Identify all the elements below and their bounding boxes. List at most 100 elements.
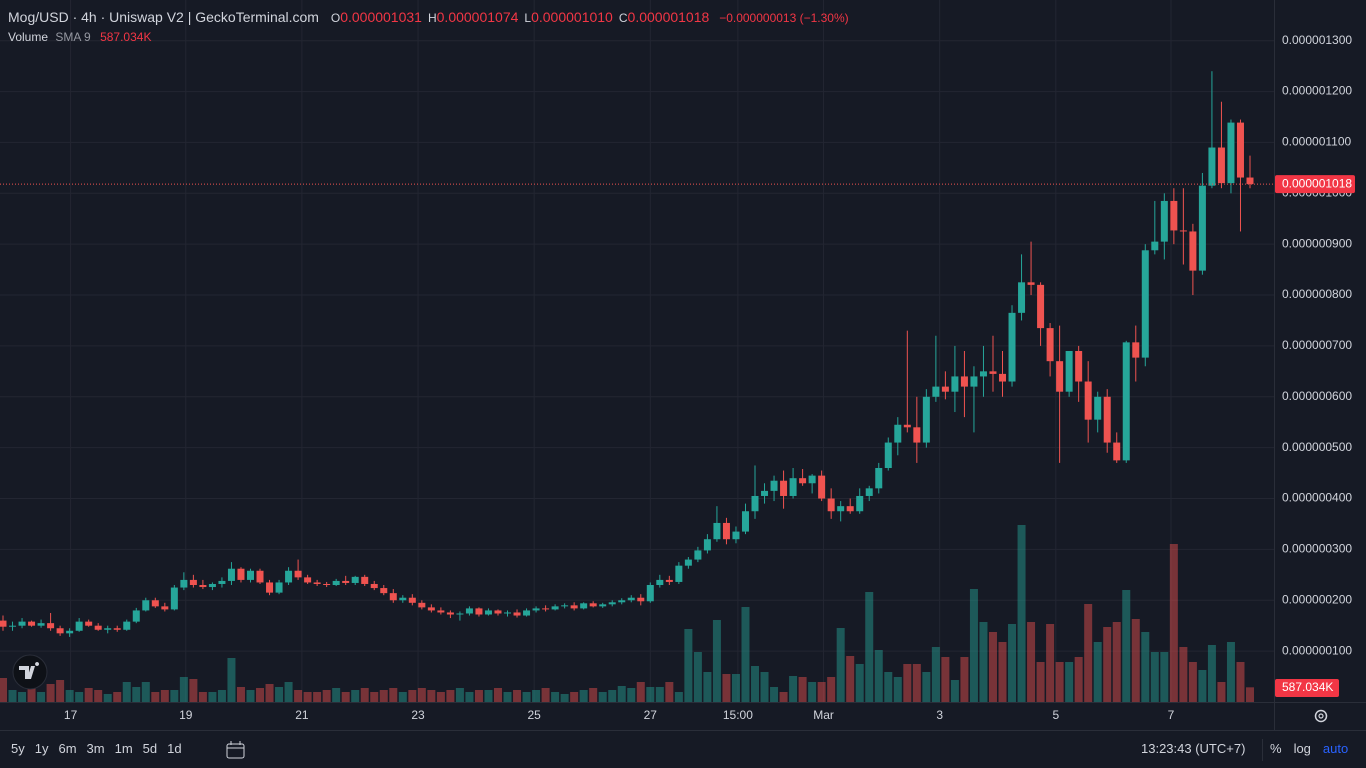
candle-body [979, 371, 987, 377]
volume-bar [94, 690, 103, 702]
volume-bar [979, 622, 988, 702]
candle-body [351, 576, 359, 583]
y-tick-label: 0.000000100 [1282, 643, 1352, 657]
volume-bar [256, 688, 265, 702]
volume-bar [627, 688, 636, 702]
settings-icon [1314, 709, 1328, 723]
volume-bar [855, 664, 864, 702]
volume-bar [1027, 622, 1036, 702]
volume-bar [646, 687, 655, 702]
volume-bar [836, 628, 845, 702]
candle-body [656, 579, 664, 585]
candle-body [1075, 351, 1083, 382]
candle-body [551, 606, 559, 610]
volume-bar [1160, 652, 1169, 702]
candle-body [151, 600, 159, 607]
volume-bar [56, 680, 65, 702]
y-tick-label: 0.000001100 [1282, 135, 1352, 149]
volume-bar [903, 664, 912, 702]
candle-body [922, 396, 930, 443]
volume-bar [1236, 662, 1245, 702]
y-tick-label: 0.000000200 [1282, 592, 1352, 606]
legend-value: 0.000001031 [340, 9, 422, 25]
candle-body [437, 610, 445, 613]
candle-body [427, 607, 435, 611]
candle-body [47, 623, 55, 629]
volume-bar [912, 664, 921, 702]
candle-body [561, 605, 569, 607]
volume-bar [1246, 687, 1254, 702]
candle-body [456, 613, 464, 615]
candle-body [608, 602, 616, 605]
candle-body [951, 376, 959, 392]
date-range-icon[interactable] [225, 740, 247, 760]
candle-body [780, 480, 788, 496]
volume-bar [1112, 622, 1121, 702]
candle-body [332, 580, 340, 585]
volume-bar [46, 684, 55, 702]
y-tick-label: 0.000000500 [1282, 440, 1352, 454]
volume-bar [560, 694, 569, 702]
candle-body [1037, 284, 1045, 329]
volume-bar [151, 692, 160, 702]
candle-body [66, 630, 74, 634]
logo[interactable] [12, 654, 48, 690]
clock: 13:23:43 (UTC+7) [1141, 741, 1246, 756]
range-button[interactable]: 3m [86, 741, 105, 756]
scale-button[interactable]: auto [1322, 741, 1349, 756]
candle-body [789, 478, 797, 496]
volume-bar [484, 690, 493, 702]
volume-bar [75, 692, 84, 702]
volume-bar [84, 688, 93, 702]
settings-button[interactable] [1314, 709, 1328, 723]
volume-bar [798, 677, 807, 702]
volume-bar [341, 692, 350, 702]
volume-bar [722, 674, 731, 702]
volume-bar [1065, 662, 1074, 702]
candle-body [913, 427, 921, 443]
volume-bar [960, 657, 969, 702]
volume-bar [617, 686, 626, 702]
volume-bar [1084, 604, 1093, 702]
x-tick-label: 5 [1052, 708, 1059, 722]
range-button[interactable]: 5d [142, 741, 158, 756]
candle-body [56, 628, 64, 634]
candle-body [1217, 147, 1225, 184]
volume-title[interactable]: Volume [8, 30, 49, 44]
candle-body [170, 587, 178, 610]
legend-row: Mog/USD · 4h · Uniswap V2 | GeckoTermina… [8, 8, 849, 28]
scale-button[interactable]: log [1293, 741, 1311, 756]
candle-body [132, 610, 140, 622]
volume-bar [541, 688, 550, 702]
change: −0.000000013 (−1.30%) [719, 11, 849, 25]
candle-body [837, 506, 845, 512]
volume-bar [37, 692, 46, 702]
candle-body [361, 576, 369, 584]
candle-body [684, 559, 692, 566]
candle-body [1094, 396, 1102, 420]
candle-body [1056, 361, 1064, 392]
range-button[interactable]: 1m [114, 741, 133, 756]
range-button[interactable]: 1y [34, 741, 49, 756]
header: Mog/USD · 4h · Uniswap V2 | GeckoTermina… [8, 8, 849, 48]
volume-bar [551, 692, 560, 702]
scale-button[interactable]: % [1270, 741, 1282, 756]
range-button[interactable]: 5y [11, 741, 25, 756]
candle-body [285, 570, 293, 583]
x-tick-label: 3 [936, 708, 943, 722]
candle-body [494, 610, 502, 614]
candle-body [1113, 442, 1121, 461]
symbol-title[interactable]: Mog/USD · 4h · Uniswap V2 | GeckoTermina… [8, 9, 319, 25]
volume-bar [922, 672, 931, 702]
volume-bar [417, 688, 426, 702]
candle-body [722, 522, 730, 540]
candle-body [732, 531, 740, 540]
volume-bar [598, 692, 607, 702]
volume-bar [275, 687, 284, 702]
volume-bar [808, 682, 817, 702]
range-button[interactable]: 6m [58, 741, 77, 756]
candle-body [894, 424, 902, 443]
range-button[interactable]: 1d [167, 741, 182, 756]
volume-bar [522, 692, 531, 702]
candle-body [675, 565, 683, 582]
